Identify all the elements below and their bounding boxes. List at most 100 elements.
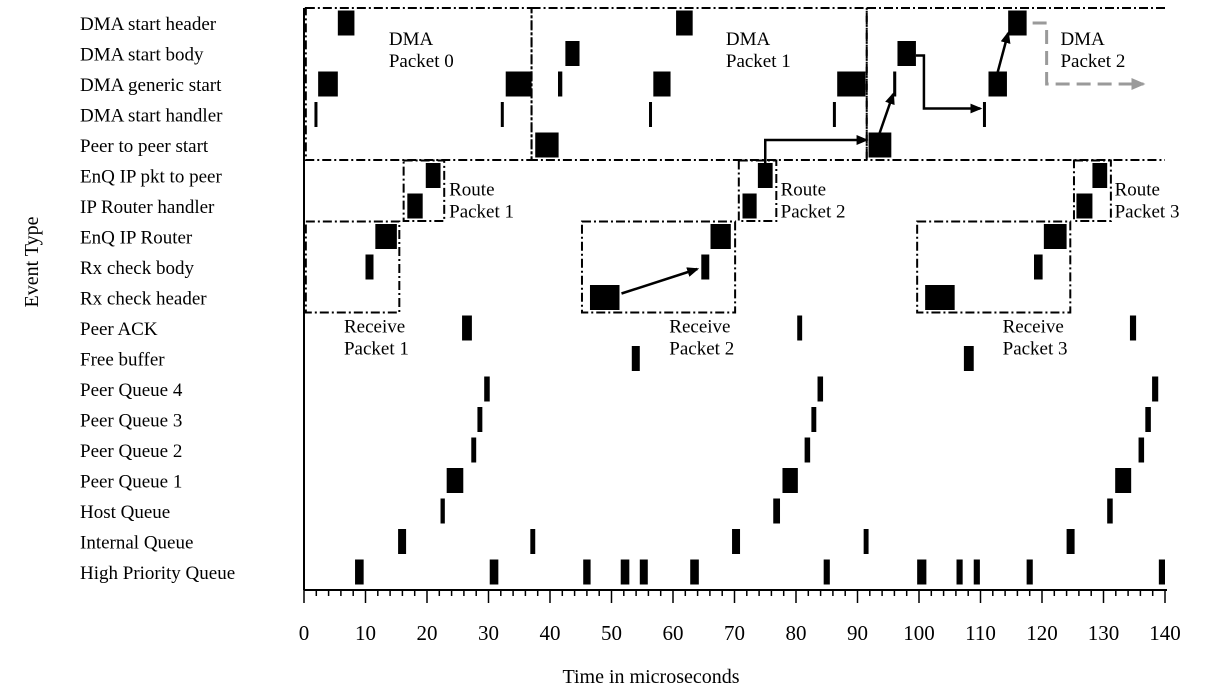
event-peer-ack — [797, 315, 803, 341]
event-high-priority-queue — [1158, 559, 1165, 585]
event-ip-router-handler — [407, 193, 423, 219]
event-peer-queue-1 — [1115, 468, 1132, 493]
event-peer-queue-2 — [471, 437, 477, 463]
event-high-priority-queue — [583, 559, 591, 585]
category-label-peer-queue-3: Peer Queue 3 — [80, 411, 182, 432]
category-label-enq-ip-router: EnQ IP Router — [80, 228, 193, 249]
event-peer-queue-2 — [1138, 437, 1145, 463]
event-dma-start-handler — [832, 102, 836, 127]
region-boxes: DMA Packet 0 DMA Packet 1 DMA Packet 2 Route Pa… — [304, 7, 1179, 360]
event-dma-start-handler — [649, 102, 653, 127]
flow-arrow-1 — [764, 135, 869, 172]
event-dma-start-body — [897, 41, 916, 66]
category-label-dma-start-body: DMA start body — [80, 45, 204, 66]
event-dma-generic-start — [653, 71, 671, 97]
event-dma-start-handler — [314, 102, 318, 127]
flow-arrows — [621, 21, 1146, 295]
flow-arrow-0 — [621, 267, 700, 295]
axes: 0 10 20 30 40 50 60 70 80 90 100 110 120 130 140 — [299, 8, 1181, 645]
x-tick-label-110: 110 — [965, 621, 996, 645]
event-free-buffer — [631, 346, 640, 371]
category-label-rx-check-body: Rx check body — [80, 258, 194, 279]
category-label-peer-queue-1: Peer Queue 1 — [80, 472, 182, 493]
event-high-priority-queue — [489, 559, 499, 585]
category-label-high-priority-queue: High Priority Queue — [80, 563, 235, 584]
event-peer-queue-3 — [477, 407, 483, 432]
x-tick-label-70: 70 — [724, 621, 745, 645]
event-high-priority-queue — [620, 559, 630, 585]
region-receive-packet-3-label: Receive Packet 3 — [1003, 317, 1068, 360]
event-peer-queue-3 — [811, 407, 817, 432]
category-label-ip-router-handler: IP Router handler — [80, 197, 215, 218]
event-dma-generic-start — [893, 71, 897, 97]
x-tick-label-40: 40 — [540, 621, 561, 645]
event-internal-queue — [732, 529, 741, 554]
x-tick-label-100: 100 — [903, 621, 935, 645]
event-dma-generic-start — [557, 71, 563, 97]
category-label-dma-start-handler: DMA start handler — [80, 106, 223, 127]
event-enq-ip-pkt-to-peer — [425, 163, 441, 188]
category-label-peer-queue-4: Peer Queue 4 — [80, 380, 183, 401]
event-high-priority-queue — [355, 559, 364, 585]
event-rx-check-body — [365, 254, 374, 280]
event-internal-queue — [863, 529, 869, 554]
x-tick-label-80: 80 — [786, 621, 807, 645]
event-high-priority-queue — [639, 559, 648, 585]
event-rx-check-header — [925, 285, 955, 310]
event-dma-start-handler — [500, 102, 504, 127]
region-receive-packet-1-box — [304, 220, 401, 314]
x-tick-label-120: 120 — [1026, 621, 1058, 645]
event-free-buffer — [963, 346, 974, 371]
category-labels: DMA start header DMA start body DMA generi… — [80, 14, 235, 584]
event-enq-ip-router — [1043, 224, 1067, 249]
event-peer-queue-4 — [484, 376, 490, 402]
category-label-internal-queue: Internal Queue — [80, 533, 193, 554]
region-receive-packet-2-box — [580, 220, 737, 314]
event-enq-ip-pkt-to-peer — [757, 163, 773, 188]
event-marks — [314, 10, 1165, 585]
x-tick-label-140: 140 — [1149, 621, 1181, 645]
event-high-priority-queue — [917, 559, 927, 585]
category-label-dma-generic-start: DMA generic start — [80, 75, 222, 96]
flow-arrow-2 — [878, 92, 895, 134]
region-dma-packet-1-label: DMA Packet 1 — [726, 29, 791, 72]
region-receive-packet-1-label: Receive Packet 1 — [344, 317, 409, 360]
event-dma-generic-start — [988, 71, 1007, 97]
event-peer-to-peer-start — [868, 132, 892, 158]
event-host-queue — [773, 498, 781, 524]
event-internal-queue — [398, 529, 407, 554]
event-dma-generic-start — [505, 71, 532, 97]
event-ip-router-handler — [742, 193, 757, 219]
category-label-dma-start-header: DMA start header — [80, 14, 217, 35]
region-receive-packet-2-label: Receive Packet 2 — [669, 317, 734, 360]
region-route-packet-1-label: Route Packet 1 — [449, 180, 514, 223]
region-receive-packet-3-box — [916, 220, 1072, 314]
category-label-rx-check-header: Rx check header — [80, 289, 207, 310]
event-dma-generic-start — [318, 71, 338, 97]
event-high-priority-queue — [823, 559, 830, 585]
region-dma-packet-0-label: DMA Packet 0 — [389, 29, 454, 72]
category-label-peer-queue-2: Peer Queue 2 — [80, 441, 182, 462]
region-dma-packet-2-label: DMA Packet 2 — [1060, 29, 1125, 72]
region-route-packet-3-box — [1072, 159, 1112, 222]
region-dma-packet-1-box — [530, 7, 868, 161]
event-dma-start-body — [565, 41, 580, 66]
x-tick-label-10: 10 — [355, 621, 376, 645]
event-dma-start-header — [337, 10, 355, 36]
event-peer-queue-4 — [1152, 376, 1159, 402]
flow-arrow-4 — [996, 31, 1011, 73]
x-tick-label-30: 30 — [478, 621, 499, 645]
event-ip-router-handler — [1076, 193, 1093, 219]
event-internal-queue — [530, 529, 536, 554]
event-peer-ack — [1129, 315, 1137, 341]
category-label-free-buffer: Free buffer — [80, 350, 165, 371]
event-dma-start-header — [676, 10, 693, 36]
event-peer-to-peer-start — [535, 132, 559, 158]
event-enq-ip-pkt-to-peer — [1092, 163, 1108, 188]
event-host-queue — [1107, 498, 1113, 524]
event-peer-queue-4 — [817, 376, 824, 402]
category-label-enq-ip-pkt-to-peer: EnQ IP pkt to peer — [80, 167, 222, 188]
category-label-peer-ack: Peer ACK — [80, 319, 158, 340]
x-tick-label-20: 20 — [417, 621, 438, 645]
